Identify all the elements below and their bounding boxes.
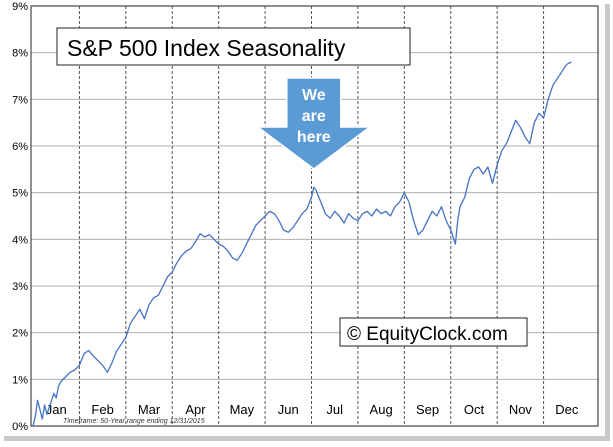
y-tick-label: 2%	[12, 328, 28, 340]
chart-canvas: 0%1%2%3%4%5%6%7%8%9% Jan Feb Mar Apr May Jun J…	[12, 1, 599, 433]
y-tick-label: 7%	[12, 94, 28, 106]
y-tick-label: 5%	[12, 188, 28, 200]
x-tick-label: Aug	[370, 402, 393, 417]
watermark-text: © EquityClock.com	[347, 324, 508, 345]
x-tick-label: Dec	[555, 402, 579, 417]
down-arrow-icon	[255, 77, 373, 170]
x-tick-label: Jan	[46, 402, 67, 417]
y-tick-label: 4%	[12, 234, 28, 246]
x-tick-label: Apr	[185, 402, 206, 417]
y-tick-label: 6%	[12, 141, 28, 153]
plot-area-border	[30, 5, 599, 427]
y-tick-label: 3%	[12, 281, 28, 293]
marker-text-line: We	[302, 87, 326, 104]
x-tick-label: May	[230, 402, 255, 417]
x-tick-label: Jul	[326, 402, 343, 417]
y-tick-label: 1%	[12, 374, 28, 386]
x-tick-label: Jun	[278, 402, 299, 417]
x-tick-label: Nov	[509, 402, 533, 417]
x-tick-label: Sep	[416, 402, 439, 417]
y-tick-label: 9%	[12, 1, 28, 13]
x-tick-label: Mar	[138, 402, 161, 417]
frame-shadow-bottom	[4, 436, 610, 441]
y-tick-label: 0%	[12, 421, 28, 433]
x-tick-label: Oct	[464, 402, 485, 417]
timeframe-note: Timeframe: 50-Year range ending 12/31/20…	[63, 418, 205, 425]
chart-title: S&P 500 Index Seasonality	[67, 35, 346, 61]
we-are-here-marker: We are here	[255, 77, 373, 170]
seasonality-chart: 0% 1% 2% 3% 4% 5% 6% 7% 8% 9% Jan Feb Mar Apr May Jun J…	[12, 1, 599, 433]
seasonality-line	[32, 61, 572, 427]
marker-text-line: here	[297, 129, 331, 146]
y-axis: 0% 1% 2% 3% 4% 5% 6% 7% 8% 9%	[12, 1, 28, 433]
marker-text-line: are	[302, 108, 326, 125]
frame-shadow-right	[605, 4, 610, 440]
watermark-box: © EquityClock.com	[339, 317, 528, 347]
x-axis: Jan Feb Mar Apr May Jun Jul Aug Sep Oct Nov Dec	[46, 402, 579, 417]
x-tick-label: Feb	[91, 402, 113, 417]
title-box: S&P 500 Index Seasonality	[56, 27, 411, 66]
y-tick-label: 8%	[12, 48, 28, 60]
